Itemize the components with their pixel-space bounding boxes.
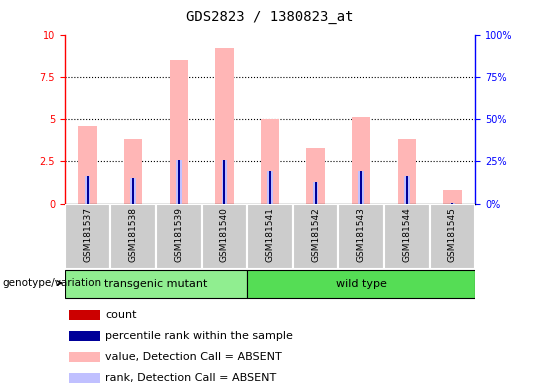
Text: GSM181538: GSM181538 (129, 207, 138, 262)
Bar (178, 160, 180, 204)
Text: transgenic mutant: transgenic mutant (104, 279, 208, 289)
Bar (384, 204, 430, 269)
Bar (315, 182, 316, 204)
Bar (360, 171, 362, 204)
Text: percentile rank within the sample: percentile rank within the sample (105, 331, 293, 341)
Bar (87, 177, 89, 204)
Bar (451, 203, 453, 204)
Text: GSM181542: GSM181542 (311, 207, 320, 262)
Text: GSM181545: GSM181545 (448, 207, 457, 262)
Bar (201, 204, 247, 269)
Text: GSM181540: GSM181540 (220, 207, 229, 262)
Bar (430, 204, 475, 269)
Bar (307, 148, 325, 204)
Bar (267, 171, 273, 204)
Bar (261, 119, 279, 204)
Bar (247, 270, 475, 298)
Bar (406, 177, 408, 204)
Bar (397, 139, 416, 204)
Text: genotype/variation: genotype/variation (3, 278, 102, 288)
Text: count: count (105, 310, 137, 320)
Text: GSM181537: GSM181537 (83, 207, 92, 262)
Text: value, Detection Call = ABSENT: value, Detection Call = ABSENT (105, 352, 282, 362)
Bar (132, 178, 134, 204)
Text: GDS2823 / 1380823_at: GDS2823 / 1380823_at (186, 10, 354, 23)
Text: GSM181544: GSM181544 (402, 207, 411, 262)
Text: wild type: wild type (336, 279, 387, 289)
Bar (156, 204, 201, 269)
Bar (352, 118, 370, 204)
Bar (339, 204, 384, 269)
Text: GSM181541: GSM181541 (266, 207, 274, 262)
Text: GSM181539: GSM181539 (174, 207, 183, 262)
Bar (176, 160, 181, 204)
Bar (359, 171, 364, 204)
Bar (110, 204, 156, 269)
Bar (65, 204, 110, 269)
Text: rank, Detection Call = ABSENT: rank, Detection Call = ABSENT (105, 373, 276, 383)
Bar (124, 139, 143, 204)
Bar (69, 352, 100, 362)
Bar (78, 126, 97, 204)
Bar (443, 190, 462, 204)
Bar (131, 178, 136, 204)
Bar (450, 203, 455, 204)
Bar (269, 171, 271, 204)
Bar (221, 160, 227, 204)
Bar (69, 373, 100, 383)
Text: GSM181543: GSM181543 (357, 207, 366, 262)
Bar (65, 270, 247, 298)
Bar (170, 60, 188, 204)
Bar (293, 204, 339, 269)
Bar (85, 177, 90, 204)
Bar (247, 204, 293, 269)
Bar (215, 48, 233, 204)
Bar (404, 177, 409, 204)
Bar (313, 182, 319, 204)
Bar (224, 160, 225, 204)
Bar (69, 331, 100, 341)
Bar (69, 310, 100, 320)
